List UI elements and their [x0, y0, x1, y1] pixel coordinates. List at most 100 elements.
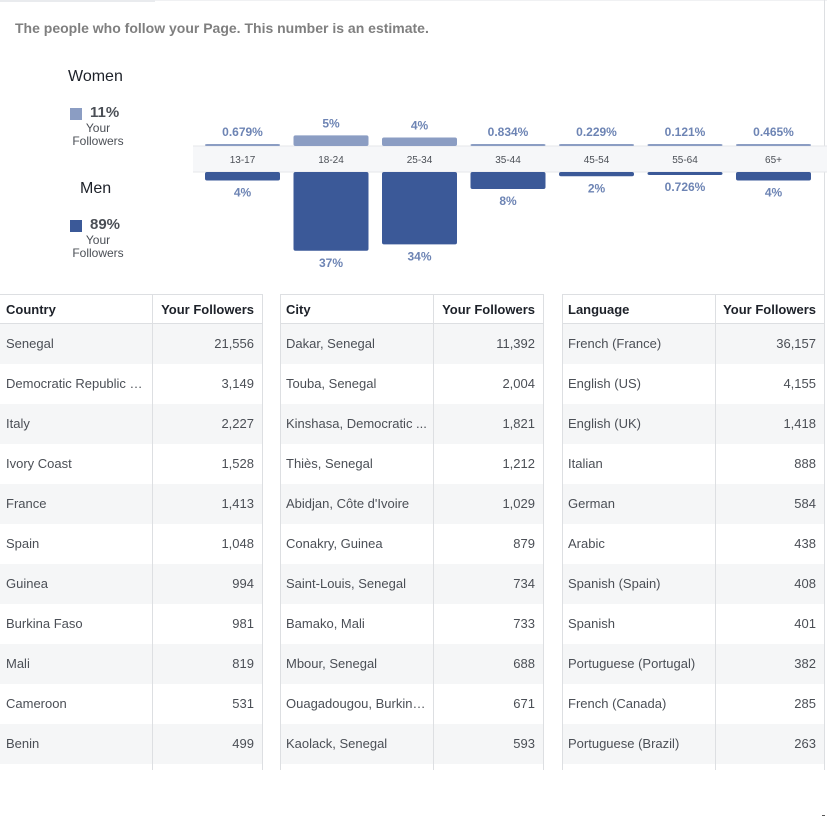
table-row[interactable]: Arabic 438	[562, 524, 825, 564]
age-tick-45-54: 45-54	[584, 155, 610, 166]
language-row-value: 401	[794, 616, 816, 631]
language-row-name: Arabic	[568, 536, 605, 551]
table-row[interactable]: Burkina Faso 981	[0, 604, 263, 644]
legend-men-swatch	[70, 220, 82, 232]
women-bar-label-13-17: 0.679%	[222, 125, 263, 139]
table-row[interactable]: Kaolack, Senegal 593	[280, 724, 544, 764]
table-row[interactable]: Bamako, Mali 733	[280, 604, 544, 644]
city-row-value: 671	[513, 696, 535, 711]
men-bar-13-17	[205, 172, 280, 181]
city-row-name: Conakry, Guinea	[286, 536, 383, 551]
language-row-name: Portuguese (Brazil)	[568, 736, 680, 751]
table-row[interactable]: Kinshasa, Democratic ... 1,821	[280, 404, 544, 444]
city-header-name[interactable]: City	[280, 294, 433, 324]
table-row[interactable]: Senegal 21,556	[0, 324, 263, 364]
table-row[interactable]: French (Canada) 285	[562, 684, 825, 724]
city-row-name: Kinshasa, Democratic ...	[286, 416, 427, 431]
city-row-name: Touba, Senegal	[286, 376, 377, 391]
city-row-value: 1,029	[502, 496, 535, 511]
age-tick-35-44: 35-44	[495, 155, 521, 166]
top-divider	[0, 0, 827, 1]
table-row[interactable]: Spain 1,048	[0, 524, 263, 564]
city-row-name: Kaolack, Senegal	[286, 736, 388, 751]
language-row-name: Spanish (Spain)	[568, 576, 661, 591]
language-row-name: Italian	[568, 456, 603, 471]
page-subtitle: The people who follow your Page. This nu…	[15, 20, 429, 36]
city-header-value[interactable]: Your Followers	[433, 294, 544, 324]
language-table-right-border	[824, 294, 825, 770]
country-row-name: Italy	[6, 416, 30, 431]
legend-men-percent: 89%	[90, 216, 121, 233]
legend-men-sub2: Followers	[72, 246, 124, 260]
men-bar-65+	[736, 172, 811, 181]
country-row-name: Cameroon	[6, 696, 67, 711]
age-tick-55-64: 55-64	[672, 155, 698, 166]
table-row[interactable]: Democratic Republic of... 3,149	[0, 364, 263, 404]
table-row[interactable]: German 584	[562, 484, 825, 524]
language-row-name: Spanish	[568, 616, 615, 631]
country-row-value: 981	[232, 616, 254, 631]
table-row[interactable]: Portuguese (Brazil) 263	[562, 724, 825, 764]
age-tick-65+: 65+	[765, 155, 782, 166]
table-row[interactable]: Italy 2,227	[0, 404, 263, 444]
table-row[interactable]: English (US) 4,155	[562, 364, 825, 404]
women-bar-label-35-44: 0.834%	[488, 125, 529, 139]
table-row[interactable]: Abidjan, Côte d'Ivoire 1,029	[280, 484, 544, 524]
table-row[interactable]: Spanish 401	[562, 604, 825, 644]
table-row[interactable]: Italian 888	[562, 444, 825, 484]
city-row-name: Bamako, Mali	[286, 616, 365, 631]
table-row[interactable]: Guinea 994	[0, 564, 263, 604]
country-row-name: France	[6, 496, 47, 511]
language-row-value: 263	[794, 736, 816, 751]
country-row-value: 3,149	[221, 376, 254, 391]
language-header-value[interactable]: Your Followers	[715, 294, 825, 324]
table-row[interactable]: Ouagadougou, Burkina... 671	[280, 684, 544, 724]
language-row-name: French (France)	[568, 336, 662, 351]
table-row[interactable]: Portuguese (Portugal) 382	[562, 644, 825, 684]
table-row[interactable]: English (UK) 1,418	[562, 404, 825, 444]
country-row-name: Senegal	[6, 336, 54, 351]
table-row[interactable]: Mbour, Senegal 688	[280, 644, 544, 684]
city-row-value: 688	[513, 656, 535, 671]
country-row-name: Mali	[6, 656, 30, 671]
legend-women-percent: 11%	[90, 104, 120, 121]
women-bar-label-25-34: 4%	[411, 118, 429, 132]
table-row[interactable]: Cameroon 531	[0, 684, 263, 724]
men-bar-label-35-44: 8%	[499, 194, 517, 208]
table-row[interactable]: Spanish (Spain) 408	[562, 564, 825, 604]
country-row-name: Democratic Republic of...	[6, 376, 146, 391]
city-row-value: 879	[513, 536, 535, 551]
table-row[interactable]: Benin 499	[0, 724, 263, 764]
table-row[interactable]: France 1,413	[0, 484, 263, 524]
men-bar-label-25-34: 34%	[407, 249, 431, 263]
city-row-value: 1,821	[502, 416, 535, 431]
men-bar-label-65+: 4%	[765, 186, 783, 200]
language-row-value: 1,418	[783, 416, 816, 431]
language-row-name: English (US)	[568, 376, 641, 391]
table-row[interactable]: Touba, Senegal 2,004	[280, 364, 544, 404]
table-row[interactable]: Ivory Coast 1,528	[0, 444, 263, 484]
age-tick-25-34: 25-34	[407, 155, 433, 166]
country-row-value: 1,528	[221, 456, 254, 471]
table-row[interactable]: Conakry, Guinea 879	[280, 524, 544, 564]
country-row-name: Benin	[6, 736, 40, 751]
men-bar-label-45-54: 2%	[588, 181, 606, 195]
language-row-value: 888	[794, 456, 816, 471]
country-table-right-border	[262, 294, 263, 770]
country-header-name[interactable]: Country	[0, 294, 152, 324]
language-row-name: English (UK)	[568, 416, 641, 431]
table-row[interactable]: Mali 819	[0, 644, 263, 684]
language-header-name[interactable]: Language	[562, 294, 715, 324]
language-row-value: 285	[794, 696, 816, 711]
table-row[interactable]: Saint-Louis, Senegal 734	[280, 564, 544, 604]
city-row-name: Abidjan, Côte d'Ivoire	[286, 496, 410, 511]
table-row[interactable]: Thiès, Senegal 1,212	[280, 444, 544, 484]
city-row-name: Mbour, Senegal	[286, 656, 378, 671]
country-header-value[interactable]: Your Followers	[152, 294, 263, 324]
country-row-name: Ivory Coast	[6, 456, 72, 471]
women-bar-18-24	[293, 135, 369, 146]
table-row[interactable]: Dakar, Senegal 11,392	[280, 324, 544, 364]
language-row-value: 36,157	[776, 336, 816, 351]
table-row[interactable]: French (France) 36,157	[562, 324, 825, 364]
women-bar-label-45-54: 0.229%	[576, 125, 617, 139]
